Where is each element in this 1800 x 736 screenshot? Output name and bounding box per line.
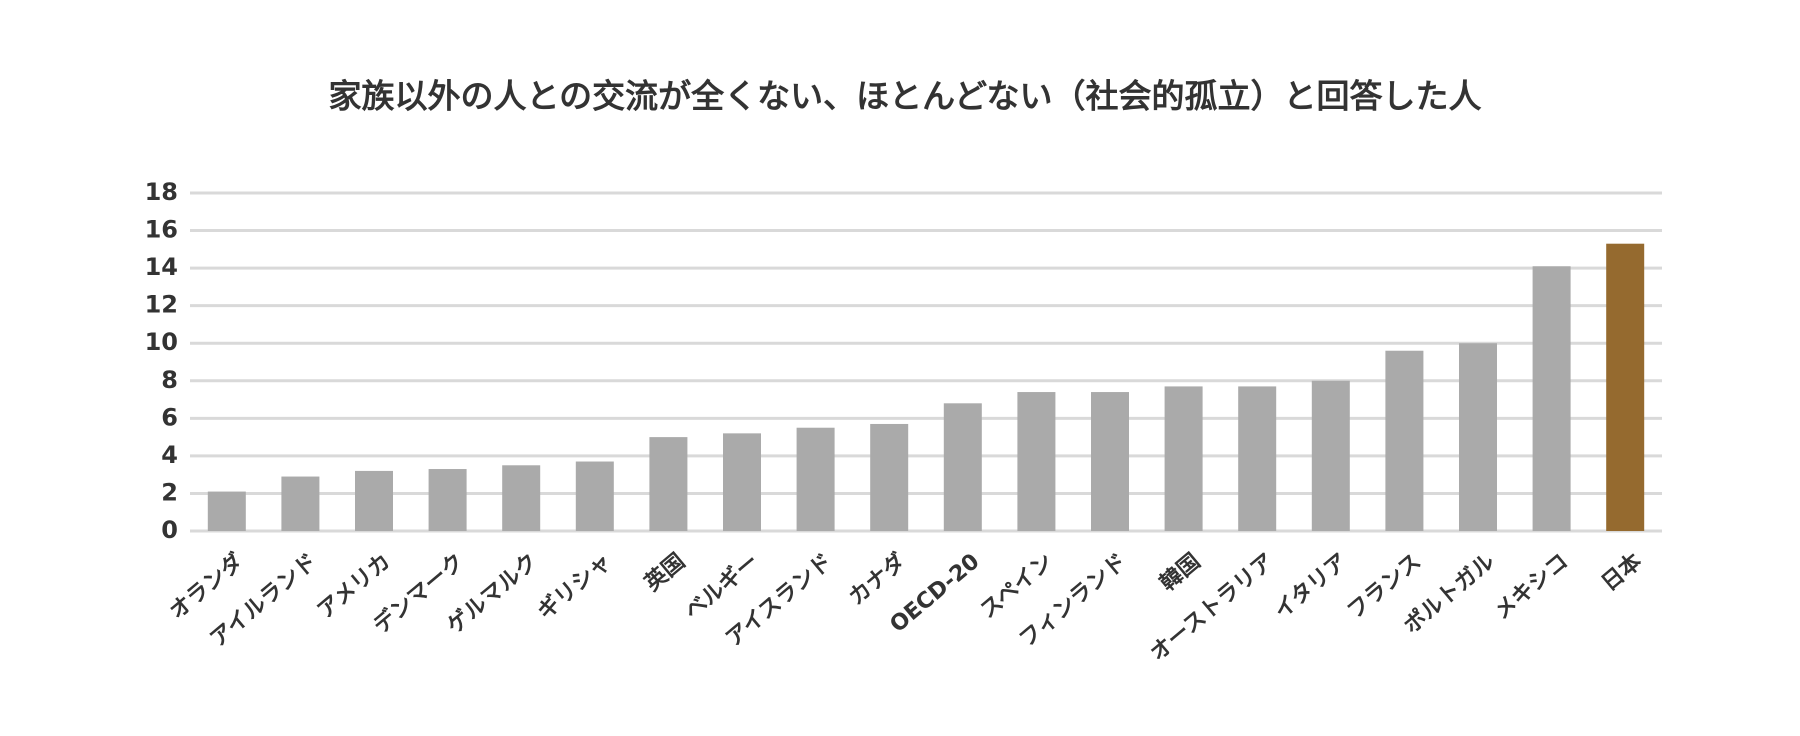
x-tick-label: 日本	[1597, 549, 1647, 596]
x-tick-label: 韓国	[1155, 548, 1205, 596]
x-tick-label: 英国	[640, 549, 690, 596]
x-tick-label: カナダ	[844, 548, 911, 610]
x-tick-label: ギリシャ	[533, 549, 616, 625]
bar	[943, 403, 982, 531]
bar	[502, 465, 541, 531]
bar	[1459, 343, 1497, 531]
bar	[1017, 392, 1056, 531]
x-tick-label: イタリア	[1270, 549, 1353, 624]
y-tick-label: 0	[161, 516, 178, 544]
bar	[1091, 392, 1129, 531]
y-tick-label: 10	[145, 328, 178, 356]
bar	[207, 491, 246, 531]
x-tick-label: メキシコ	[1490, 549, 1573, 625]
y-tick-label: 4	[161, 441, 178, 469]
bar	[1606, 243, 1645, 531]
bar	[1311, 380, 1350, 531]
bar	[1238, 386, 1277, 531]
y-tick-label: 14	[145, 253, 178, 281]
bar	[723, 433, 761, 531]
y-tick-label: 2	[161, 478, 178, 506]
y-tick-label: 16	[145, 216, 178, 244]
x-tick-label: オーストラリア	[1146, 549, 1279, 666]
y-tick-label: 6	[161, 403, 178, 431]
bar	[355, 470, 393, 531]
bar	[1385, 350, 1424, 531]
bar	[1532, 266, 1571, 531]
bar	[649, 437, 688, 531]
bar	[1164, 386, 1203, 531]
bar	[796, 427, 835, 531]
chart-title: 家族以外の人との交流が全くない、ほとんどない（社会的孤立）と回答した人	[328, 77, 1481, 116]
y-tick-label: 12	[145, 291, 178, 319]
bar	[281, 476, 320, 531]
y-tick-label: 8	[161, 366, 178, 394]
bar	[575, 461, 614, 531]
bar	[428, 469, 467, 531]
y-tick-label: 18	[145, 178, 178, 206]
bar	[870, 423, 909, 531]
